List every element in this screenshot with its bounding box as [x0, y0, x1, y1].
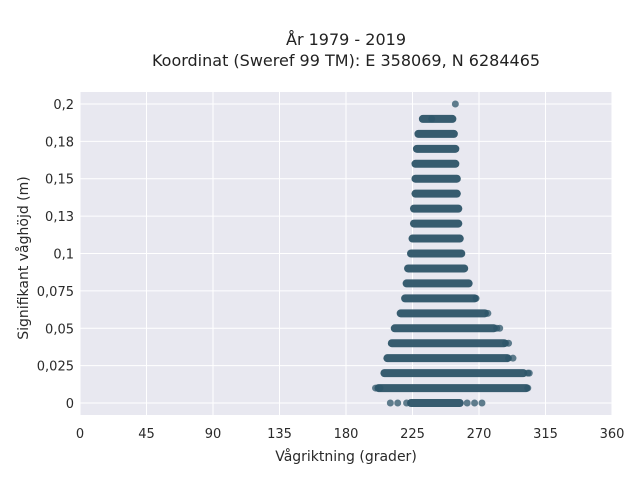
data-point: [484, 309, 492, 317]
y-tick-label: 0,075: [37, 285, 74, 300]
data-bands: [374, 114, 531, 408]
data-point: [524, 369, 532, 377]
data-point: [403, 399, 411, 407]
chart-title: År 1979 - 2019: [286, 30, 406, 49]
data-point: [451, 100, 459, 108]
x-tick-label: 315: [533, 427, 558, 442]
x-tick-label: 180: [334, 427, 359, 442]
x-axis-ticks: 0 45 90 135 180 225 270 315 360: [76, 427, 625, 442]
y-axis-ticks: 0 0,025 0,05 0,075 0,1 0,13 0,15 0,18 0,2: [37, 98, 74, 412]
data-point: [509, 354, 517, 362]
y-tick-label: 0,2: [53, 98, 74, 113]
data-point: [463, 399, 471, 407]
data-point: [472, 294, 480, 302]
y-tick-label: 0,13: [45, 210, 74, 225]
y-tick-label: 0,025: [37, 360, 74, 375]
data-point: [386, 399, 394, 407]
y-axis-label: Signifikant våghöjd (m): [15, 176, 32, 339]
x-tick-label: 0: [76, 427, 84, 442]
data-point: [394, 399, 402, 407]
y-tick-label: 0: [66, 397, 74, 412]
grid: [79, 92, 613, 415]
x-axis-label: Vågriktning (grader): [275, 448, 417, 465]
data-point: [478, 399, 486, 407]
x-tick-label: 270: [467, 427, 492, 442]
data-point: [524, 384, 532, 392]
data-point: [428, 115, 436, 123]
y-tick-label: 0,05: [45, 322, 74, 337]
y-tick-label: 0,1: [53, 248, 74, 263]
data-point: [505, 339, 513, 347]
x-tick-label: 45: [138, 427, 155, 442]
x-tick-label: 360: [600, 427, 625, 442]
data-points: [372, 100, 533, 407]
x-tick-label: 225: [400, 427, 425, 442]
x-tick-label: 135: [267, 427, 292, 442]
y-tick-label: 0,18: [45, 135, 74, 150]
chart-subtitle: Koordinat (Sweref 99 TM): E 358069, N 62…: [152, 51, 540, 70]
x-tick-label: 90: [205, 427, 222, 442]
data-point: [496, 324, 504, 332]
y-tick-label: 0,15: [45, 173, 74, 188]
data-point: [471, 399, 479, 407]
data-point: [376, 384, 384, 392]
